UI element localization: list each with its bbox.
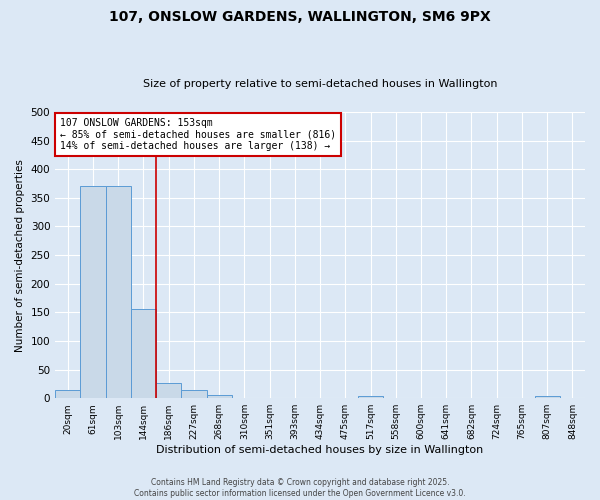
Bar: [206, 396, 232, 398]
Y-axis label: Number of semi-detached properties: Number of semi-detached properties: [15, 158, 25, 352]
Text: 107, ONSLOW GARDENS, WALLINGTON, SM6 9PX: 107, ONSLOW GARDENS, WALLINGTON, SM6 9PX: [109, 10, 491, 24]
Bar: [181, 390, 206, 398]
Bar: [55, 390, 80, 398]
Bar: [535, 396, 560, 398]
Text: Contains HM Land Registry data © Crown copyright and database right 2025.
Contai: Contains HM Land Registry data © Crown c…: [134, 478, 466, 498]
Title: Size of property relative to semi-detached houses in Wallington: Size of property relative to semi-detach…: [143, 79, 497, 89]
X-axis label: Distribution of semi-detached houses by size in Wallington: Distribution of semi-detached houses by …: [157, 445, 484, 455]
Bar: [131, 310, 156, 398]
Bar: [80, 186, 106, 398]
Text: 107 ONSLOW GARDENS: 153sqm
← 85% of semi-detached houses are smaller (816)
14% o: 107 ONSLOW GARDENS: 153sqm ← 85% of semi…: [60, 118, 337, 151]
Bar: [156, 384, 181, 398]
Bar: [358, 396, 383, 398]
Bar: [106, 186, 131, 398]
